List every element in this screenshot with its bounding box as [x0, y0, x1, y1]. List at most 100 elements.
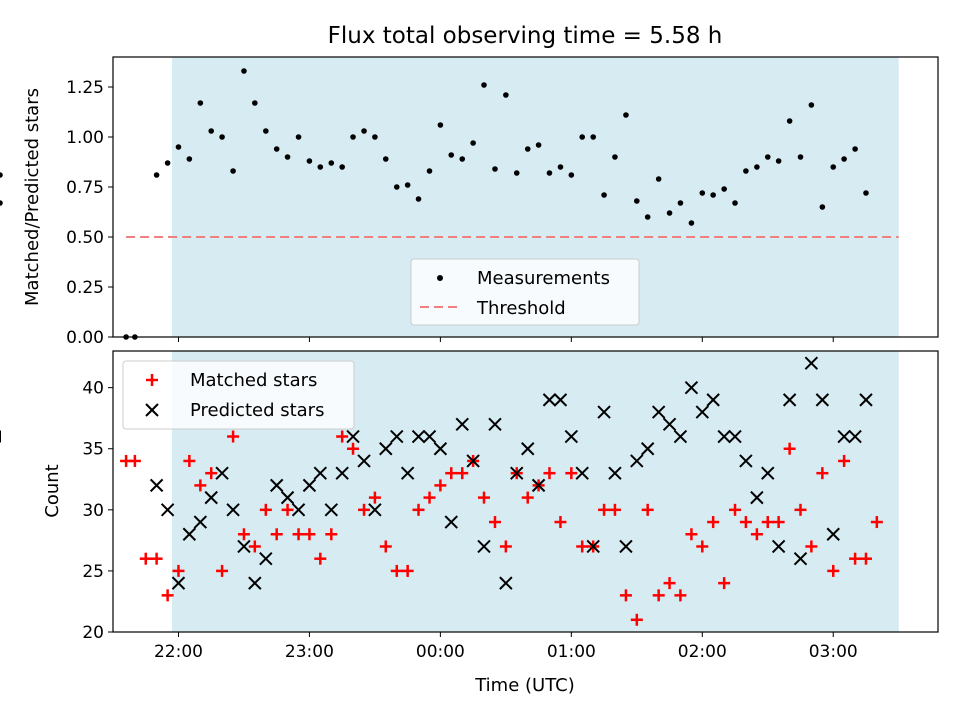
predicted-star-point [193, 515, 208, 529]
x-tick-label: 22:00 [154, 642, 203, 662]
matched-star-point [619, 589, 632, 602]
ratio-y-tick-label: 1.00 [66, 128, 104, 148]
matched-star-point [270, 528, 283, 541]
matched-star-point [652, 589, 665, 602]
measurement-point [863, 190, 869, 196]
predicted-star-point [259, 551, 273, 566]
predicted-star-point [597, 405, 611, 419]
ratio-y-tick-label: 0.00 [66, 328, 104, 348]
measurement-point [732, 200, 738, 206]
measurement-point [546, 170, 553, 176]
measurement-point [644, 214, 651, 220]
measurement-point [786, 118, 793, 124]
ratio-y-tick-label: 0.75 [66, 178, 104, 198]
matched-star-point [379, 540, 392, 553]
predicted-star-point [837, 429, 851, 444]
matched-star-point [488, 516, 501, 529]
measurement-point [623, 112, 629, 118]
matched-star-point [521, 491, 534, 504]
measurement-point [797, 154, 804, 160]
measurement-point [688, 220, 695, 226]
x-tick-label: 01:00 [547, 642, 596, 662]
matched-star-point [314, 552, 327, 565]
measurement-point [808, 102, 815, 108]
count-y-tick-label: 20 [82, 623, 104, 643]
measurement-point [470, 140, 476, 146]
predicted-star-point [411, 429, 426, 444]
legend-predicted-marker [145, 403, 159, 417]
predicted-star-point [182, 527, 197, 541]
measurement-point [666, 210, 673, 216]
predicted-star-point [291, 503, 306, 517]
predicted-star-point [586, 539, 600, 554]
measurement-point [819, 204, 826, 210]
matched-stars-points [120, 430, 883, 626]
matched-star-point [685, 528, 698, 541]
predicted-star-point [204, 490, 218, 505]
measurement-point [273, 146, 280, 152]
count-y-ticks: 20 25 30 35 40 [82, 379, 113, 643]
predicted-star-point [728, 429, 742, 444]
measurement-point [535, 142, 542, 148]
predicted-star-point [782, 393, 797, 407]
predicted-star-point [542, 393, 557, 407]
predicted-star-point [455, 417, 469, 432]
predicted-star-point [226, 503, 240, 517]
predicted-star-point [400, 466, 415, 480]
measurement-point [754, 164, 760, 170]
measurement-point [208, 128, 215, 134]
measurement-point [612, 154, 618, 160]
predicted-star-point [477, 539, 491, 554]
predicted-star-point [280, 490, 295, 505]
count-legend: Matched stars Predicted stars [122, 360, 355, 430]
measurement-point [0, 200, 3, 206]
matched-star-point [227, 430, 240, 443]
measurement-point [372, 134, 378, 140]
count-panel: 20 25 30 35 40 22:00 23:00 00:00 01:00 02:00 03:0… [0, 350, 939, 696]
predicted-star-point [171, 576, 186, 590]
matched-star-point [368, 491, 381, 504]
count-plot-frame [112, 350, 939, 633]
count-y-tick-label: 40 [82, 379, 104, 399]
matched-star-point [794, 503, 807, 516]
matched-star-point [674, 589, 687, 602]
matched-star-point [194, 479, 207, 492]
matched-star-point [696, 540, 709, 553]
matched-star-point [750, 528, 763, 541]
measurement-point [328, 160, 335, 166]
measurement-point [699, 190, 706, 196]
predicted-star-point [466, 454, 480, 468]
matched-star-point [707, 516, 720, 529]
measurement-point [677, 200, 684, 206]
legend-matched-marker [146, 374, 158, 386]
count-legend-box [122, 360, 355, 430]
matched-star-point [445, 467, 458, 480]
predicted-star-point [619, 539, 633, 554]
matched-star-point [827, 564, 840, 577]
count-y-axis-label: Count [42, 464, 63, 517]
matched-star-point [237, 528, 250, 541]
measurement-point [0, 172, 3, 178]
matched-star-point [499, 540, 512, 553]
measurement-point [241, 68, 247, 74]
measurement-point [557, 164, 564, 170]
predicted-star-point [706, 393, 720, 407]
measurement-point [503, 92, 509, 98]
count-y-tick-label: 30 [82, 501, 104, 521]
predicted-star-point [695, 405, 709, 419]
matched-star-point [216, 564, 229, 577]
predicted-star-point [510, 466, 524, 480]
measurement-point [513, 170, 520, 176]
measurement-point [743, 168, 749, 174]
predicted-star-point [793, 551, 808, 566]
ratio-y-axis-label: Matched/Predicted stars [22, 88, 43, 306]
measurement-point [393, 184, 400, 190]
matched-star-point [543, 467, 556, 480]
matched-star-point [630, 613, 643, 626]
measurement-point [481, 82, 487, 88]
matched-star-point [401, 564, 414, 577]
matched-star-point [412, 503, 425, 516]
predicted-star-point [357, 454, 371, 468]
matched-star-point [576, 540, 589, 553]
measurement-point [306, 158, 313, 164]
